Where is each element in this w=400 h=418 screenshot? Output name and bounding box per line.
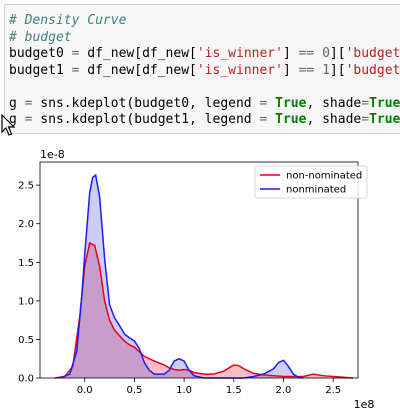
code-line: # Density Curve <box>9 13 400 30</box>
axes-frame <box>39 161 359 379</box>
code-token: sns.kdeplot(budget1, legend <box>32 112 260 127</box>
code-token: == <box>298 62 315 78</box>
code-token: , shade <box>306 95 362 111</box>
code-token: # budget <box>9 29 72 45</box>
code-token: = <box>259 112 268 127</box>
y-tick-label: 0.0 <box>18 374 34 385</box>
code-token: = <box>361 95 370 111</box>
y-tick-label: 1.0 <box>18 296 34 307</box>
series-area-1 <box>59 175 304 378</box>
code-token: 'budget' <box>345 46 400 61</box>
code-token <box>267 96 275 111</box>
legend-label: non-nominated <box>286 171 362 182</box>
code-token: = <box>259 95 268 111</box>
density-chart: 1e-8 1e8 0.0 0.5 1.0 1.5 2.0 2.5 0.0 0.5 1.0 1.5 2… <box>18 148 375 411</box>
legend-label: nonminated <box>286 185 346 196</box>
series-line-0 <box>54 241 354 379</box>
code-line: # budget <box>9 30 400 47</box>
code-token: 'is_winner' <box>196 62 283 78</box>
code-token: = <box>24 112 33 127</box>
code-token <box>314 46 322 61</box>
y-offset-label: 1e-8 <box>40 148 65 161</box>
y-tick-label: 2.0 <box>18 219 34 230</box>
x-offset-label: 1e8 <box>354 398 375 411</box>
code-token: ][ <box>329 46 346 61</box>
x-tick-label: 1.0 <box>176 385 192 396</box>
code-token: True <box>369 112 400 127</box>
code-token: g <box>9 95 25 111</box>
code-token: df_new[df_new[ <box>79 46 197 61</box>
legend-box <box>254 165 368 199</box>
code-line: budget1 = df_new[df_new['is_winner'] == … <box>9 63 400 80</box>
code-line: budget0 = df_new[df_new['is_winner'] == … <box>9 46 400 63</box>
code-line <box>9 79 400 96</box>
x-tick-label: 2.0 <box>276 385 292 396</box>
code-token <box>9 79 17 94</box>
code-token: sns.kdeplot(budget0, legend <box>32 95 260 111</box>
code-token <box>267 112 275 127</box>
code-cell[interactable]: # Density Curve # budget budget0 = df_new[… <box>4 4 400 134</box>
code-token: = <box>71 62 80 78</box>
legend: non-nominated nonminated <box>254 165 368 199</box>
y-tick-label: 0.5 <box>18 335 34 346</box>
code-token: ] <box>282 62 299 78</box>
code-token: ] <box>282 46 299 61</box>
plot-area: 0.0 0.5 1.0 1.5 2.0 2.5 0.0 0.5 1.0 1.5 2.0 2.5 <box>18 161 359 396</box>
code-token: == <box>298 46 315 61</box>
code-editor[interactable]: # Density Curve # budget budget0 = df_new[… <box>9 13 400 129</box>
code-token: g <box>9 112 25 127</box>
x-tick-label: 0.0 <box>77 385 93 396</box>
code-token: = <box>71 46 80 61</box>
code-token: budget1 <box>9 62 72 78</box>
output-area: 1e-8 1e8 0.0 0.5 1.0 1.5 2.0 2.5 0.0 0.5 1.0 1.5 2… <box>0 140 400 414</box>
code-line: g = sns.kdeplot(budget0, legend = True, … <box>9 96 400 113</box>
series-line-1 <box>59 173 304 379</box>
code-token: ][ <box>329 62 346 78</box>
code-token <box>314 63 322 78</box>
code-token: True <box>275 95 307 111</box>
x-tick-label: 0.5 <box>126 385 142 396</box>
code-token: = <box>361 112 370 127</box>
x-tick-label: 1.5 <box>226 385 242 396</box>
code-token: budget0 <box>9 46 72 61</box>
code-token: 0 <box>322 46 330 61</box>
code-token: 'budget' <box>345 62 400 78</box>
code-token: True <box>369 95 400 111</box>
code-token: 'is_winner' <box>196 46 283 61</box>
x-tick-label: 2.5 <box>325 385 341 396</box>
series-area-0 <box>54 243 354 378</box>
y-tick-label: 1.5 <box>18 258 34 269</box>
code-line: g = sns.kdeplot(budget1, legend = True, … <box>9 112 400 129</box>
code-token: = <box>24 95 33 111</box>
mouse-cursor-icon <box>1 114 16 136</box>
y-tick-label: 2.5 <box>18 181 34 192</box>
code-token: True <box>275 112 307 127</box>
code-token: df_new[df_new[ <box>79 62 197 78</box>
code-token: , shade <box>306 112 362 127</box>
code-token: # Density Curve <box>9 13 127 28</box>
code-token: 1 <box>322 62 330 78</box>
